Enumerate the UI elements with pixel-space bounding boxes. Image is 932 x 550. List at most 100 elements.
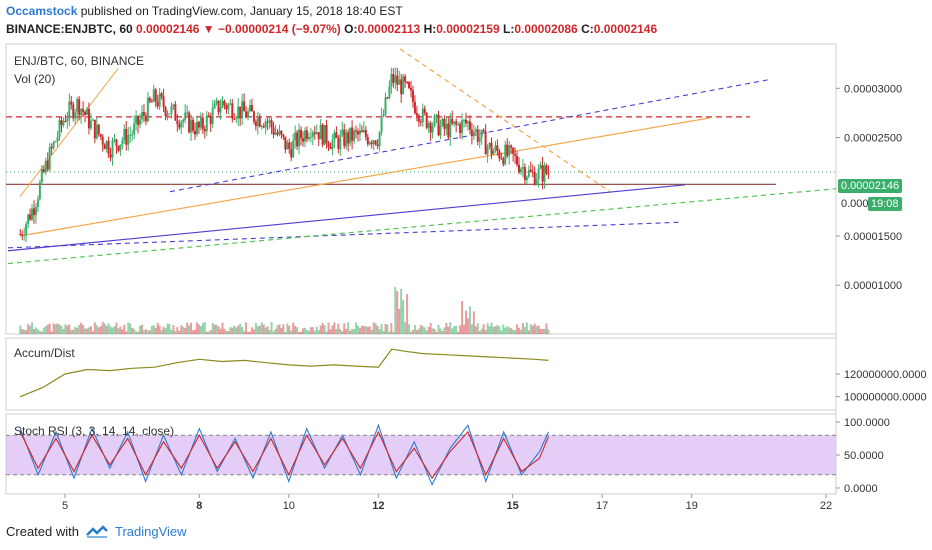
price-tick-label: 0.00003000: [844, 83, 902, 95]
volume-bar: [396, 291, 399, 334]
candle-body: [137, 115, 140, 125]
volume-bar: [288, 325, 291, 334]
volume-bar: [115, 322, 118, 334]
candle-body: [537, 168, 540, 180]
candle-body: [494, 145, 497, 151]
candle-body: [268, 120, 271, 123]
candle-body: [286, 142, 289, 150]
candle-body: [211, 108, 214, 124]
candle-body: [296, 132, 299, 147]
volume-bar: [262, 324, 265, 334]
candle-body: [89, 120, 92, 129]
candle-body: [162, 96, 165, 108]
candle-body: [408, 82, 411, 89]
candle-body: [541, 165, 544, 182]
candle-body: [364, 130, 367, 138]
candle-body: [358, 130, 361, 135]
candle-body: [329, 146, 332, 149]
candle-body: [463, 119, 466, 121]
volume-bar: [113, 326, 116, 334]
volume-legend[interactable]: Vol (20): [14, 72, 56, 86]
candle-body: [184, 112, 187, 120]
volume-bar: [386, 324, 389, 334]
volume-bar: [319, 325, 322, 334]
volume-bar: [27, 323, 30, 334]
volume-bar: [85, 328, 88, 334]
candle-body: [87, 108, 90, 129]
candle-body: [437, 114, 440, 136]
volume-bar: [480, 328, 483, 334]
volume-bar: [266, 326, 269, 334]
candle-body: [396, 75, 399, 85]
stoch-legend[interactable]: Stoch RSI (3, 3, 14, 14, close): [14, 424, 175, 438]
candle-body: [133, 123, 136, 135]
candle-body: [427, 122, 430, 128]
tradingview-brand-link[interactable]: TradingView: [114, 524, 187, 539]
candle-body: [380, 116, 383, 132]
candle-body: [523, 167, 526, 181]
candle-body: [464, 119, 467, 124]
volume-bar: [466, 318, 469, 334]
volume-bar: [284, 331, 287, 334]
price-tick-label: 0.00001000: [844, 280, 902, 292]
volume-bar: [133, 328, 136, 334]
candle-body: [195, 121, 198, 135]
candle-body: [233, 118, 236, 120]
candle-body: [170, 106, 173, 114]
volume-bar: [453, 326, 456, 334]
volume-bar: [341, 331, 344, 334]
candle-body: [256, 116, 259, 127]
volume-bar: [315, 326, 318, 334]
candle-body: [215, 100, 218, 104]
stoch-tick-label: 100.0000: [844, 417, 890, 429]
volume-bar: [419, 324, 422, 334]
candle-body: [455, 121, 458, 125]
volume-bar: [99, 326, 102, 334]
accum-plot: [19, 348, 549, 398]
volume-bar: [415, 330, 418, 334]
volume-bar: [258, 325, 261, 334]
candle-body: [231, 103, 234, 119]
candle-body: [360, 130, 363, 133]
volume-bar: [223, 328, 226, 334]
accum-legend[interactable]: Accum/Dist: [14, 346, 75, 360]
candle-body: [235, 118, 238, 120]
volume-bar: [506, 326, 509, 334]
candle-body: [160, 93, 163, 97]
volume-bar: [445, 322, 448, 334]
volume-bar: [248, 331, 251, 334]
volume-bar: [353, 329, 356, 334]
candle-body: [539, 165, 542, 169]
volume-bar: [451, 328, 454, 334]
candle-body: [221, 100, 224, 108]
candle-body: [419, 121, 422, 123]
author-link[interactable]: Occamstock: [6, 4, 78, 18]
volume-bar: [23, 329, 26, 334]
volume-bar: [260, 322, 263, 334]
volume-bar: [89, 326, 92, 334]
price-legend[interactable]: ENJ/BTC, 60, BINANCE: [14, 54, 145, 68]
candle-body: [66, 118, 69, 122]
candle-body: [439, 125, 442, 136]
volume-bar: [366, 326, 369, 334]
volume-bar: [411, 329, 414, 334]
candle-body: [278, 130, 281, 135]
volume-bar: [302, 328, 305, 334]
candle-body: [327, 143, 330, 147]
created-with-text: Created with: [6, 524, 79, 539]
candle-body: [239, 106, 242, 119]
volume-bar: [429, 322, 432, 334]
volume-bar: [195, 322, 198, 334]
volume-bar: [425, 330, 428, 334]
candle-body: [135, 115, 138, 124]
volume-bar: [531, 325, 534, 334]
candle-body: [441, 118, 444, 126]
symbol-label[interactable]: BINANCE:ENJBTC, 60: [6, 22, 133, 36]
candle-body: [248, 105, 251, 112]
candle-body: [99, 134, 102, 137]
volume-bar: [95, 325, 98, 334]
volume-bar: [215, 324, 218, 334]
volume-bar: [66, 325, 69, 334]
stoch-tick-label: 50.0000: [844, 450, 884, 462]
